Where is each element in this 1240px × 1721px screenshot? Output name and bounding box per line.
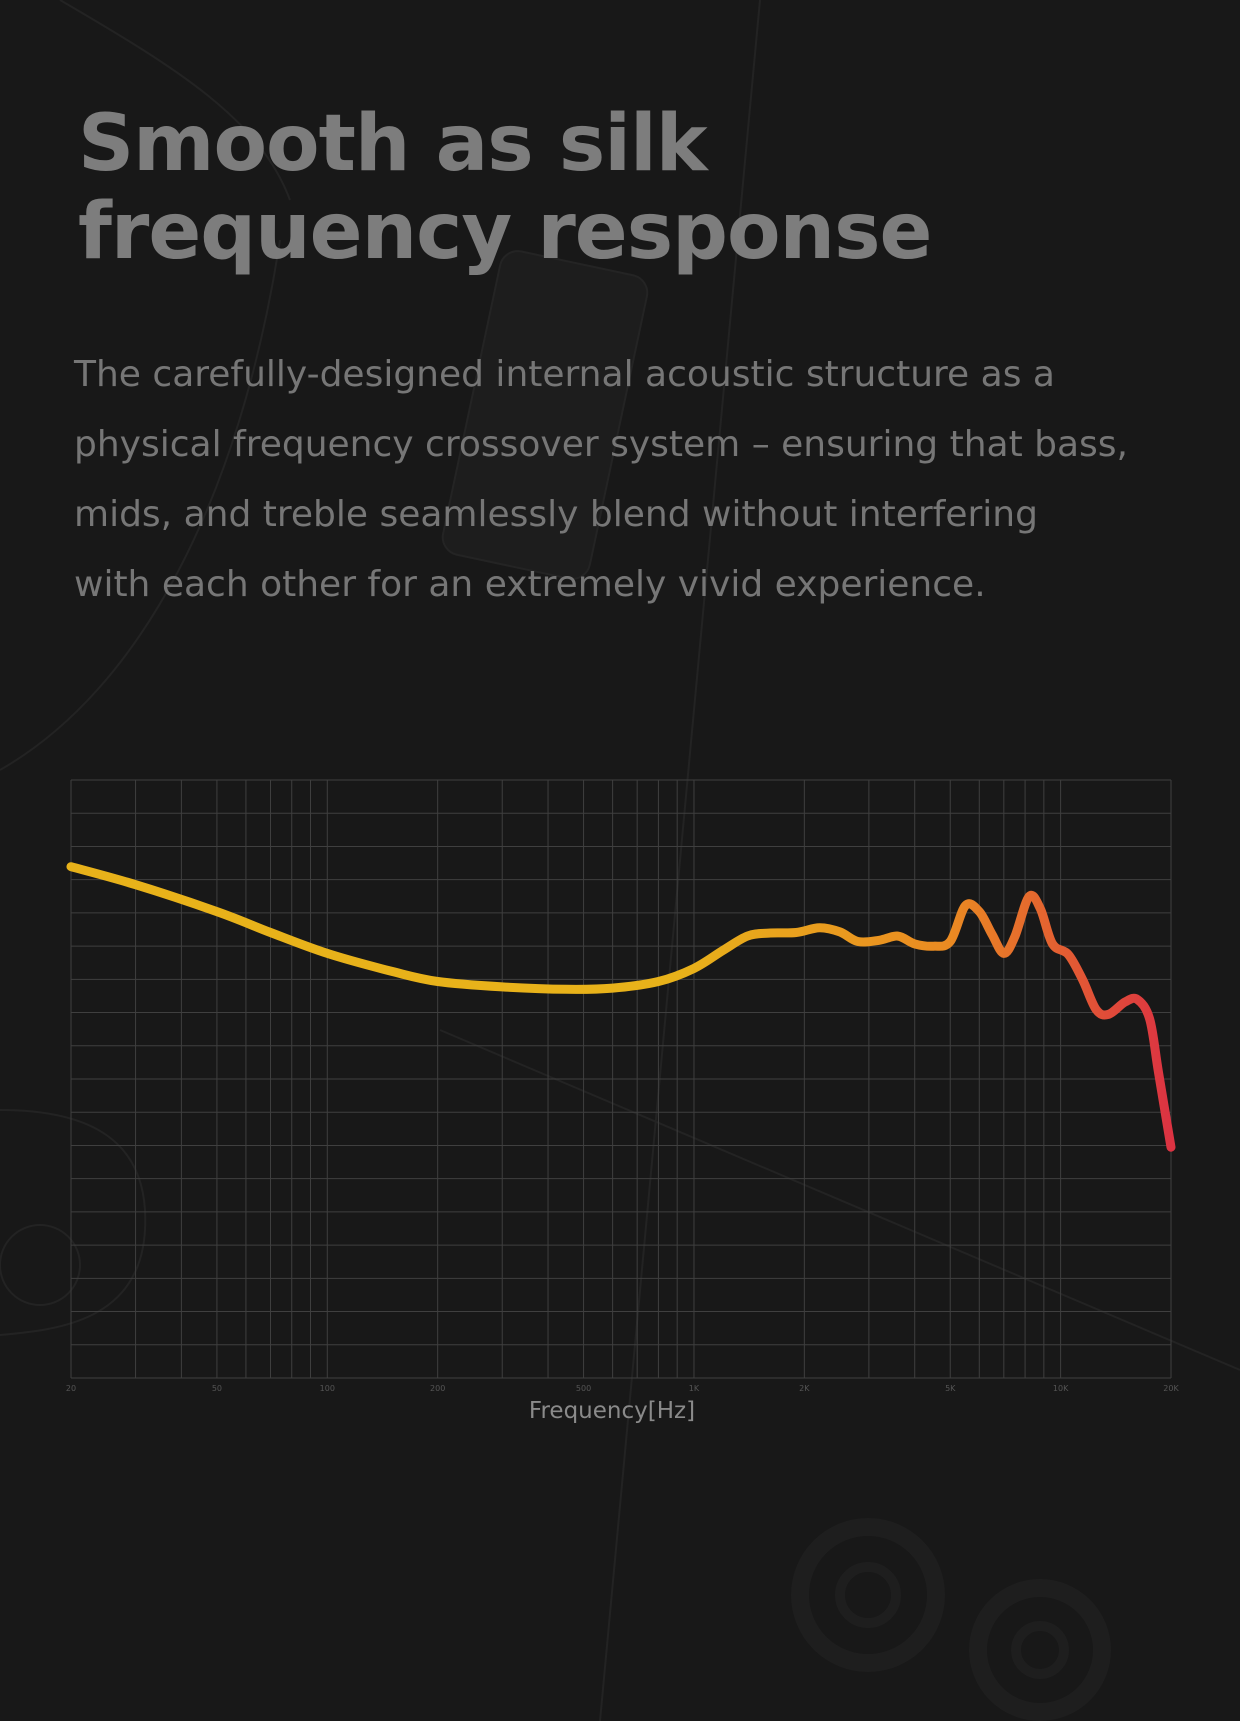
- description-line-1: The carefully-designed internal acoustic…: [74, 354, 1055, 395]
- decor-line: [0, 1109, 147, 1336]
- decor-line: [59, 0, 291, 201]
- x-tick-label: 100: [320, 1384, 335, 1393]
- x-tick-label: 10K: [1053, 1384, 1069, 1393]
- x-tick-label: 500: [576, 1384, 591, 1393]
- decor-ring: [1011, 1621, 1069, 1679]
- description: The carefully-designed internal acoustic…: [74, 340, 1194, 620]
- chart-grid: [70, 779, 1172, 1379]
- decor-ring: [969, 1579, 1111, 1721]
- decor-line: [439, 1029, 1240, 1371]
- x-axis-ticks: 20 50 100 200 500 1K 2K 5K 10K 20K: [66, 1384, 1180, 1393]
- x-tick-label: 5K: [945, 1384, 956, 1393]
- x-tick-label: 1K: [689, 1384, 700, 1393]
- frequency-response-chart: 20 50 100 200 500 1K 2K 5K 10K 20K Frequency[Hz]: [66, 779, 1180, 1424]
- headline-line-1: Smooth as silk: [78, 99, 708, 189]
- description-line-4: with each other for an extremely vivid e…: [74, 564, 986, 605]
- x-axis-title: Frequency[Hz]: [529, 1398, 695, 1424]
- frequency-response-curve: [66, 862, 1176, 1152]
- x-tick-label: 20: [66, 1384, 76, 1393]
- decor-shape: [441, 250, 649, 580]
- x-tick-label: 2K: [799, 1384, 810, 1393]
- decor-line: [599, 0, 761, 1721]
- headline-line-2: frequency response: [78, 187, 932, 277]
- x-tick-label: 50: [212, 1384, 222, 1393]
- decor-line: [0, 239, 281, 771]
- headline: Smooth as silk frequency response: [78, 99, 932, 277]
- description-line-2: physical frequency crossover system – en…: [74, 424, 1129, 465]
- decor-rings: [791, 1518, 1111, 1721]
- decor-ring: [0, 1224, 81, 1306]
- decor-ring: [791, 1518, 945, 1672]
- x-tick-label: 200: [430, 1384, 445, 1393]
- x-tick-label: 20K: [1163, 1384, 1179, 1393]
- description-line-3: mids, and treble seamlessly blend withou…: [74, 494, 1038, 535]
- decor-ring: [835, 1562, 901, 1628]
